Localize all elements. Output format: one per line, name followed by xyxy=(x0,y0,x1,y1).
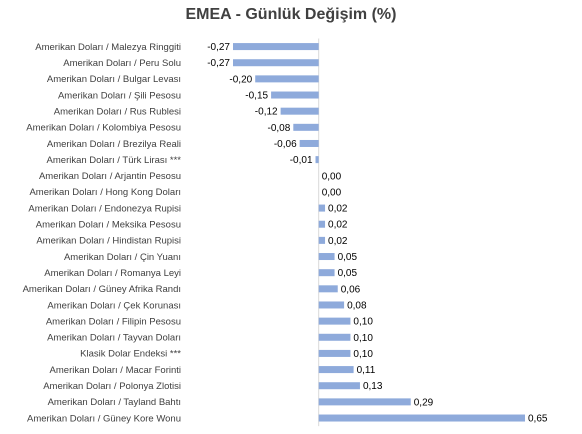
data-bar xyxy=(318,317,351,325)
category-label: Amerikan Doları / Endonezya Rupisi xyxy=(28,203,181,214)
data-label: -0,27 xyxy=(207,58,230,69)
category-label: Amerikan Doları / Türk Lirası *** xyxy=(47,155,182,166)
data-label: -0,15 xyxy=(245,91,268,102)
category-label: Amerikan Doları / Tayvan Doları xyxy=(47,333,181,344)
data-label: 0,11 xyxy=(357,365,376,376)
category-label: Amerikan Doları / Romanya Leyi xyxy=(44,268,181,279)
category-label: Amerikan Doları / Tayland Bahtı xyxy=(48,397,181,408)
data-label: 0,05 xyxy=(338,268,358,279)
data-label: -0,27 xyxy=(207,42,230,53)
data-bar xyxy=(315,156,319,164)
data-bar xyxy=(318,220,326,228)
category-label: Amerikan Doları / Rus Rublesi xyxy=(54,106,181,117)
category-label: Amerikan Doları / Polonya Zlotisi xyxy=(43,381,181,392)
chart-title: EMEA - Günlük Değişim (%) xyxy=(185,6,397,23)
data-label: -0,08 xyxy=(268,123,291,134)
data-bar xyxy=(233,59,319,67)
data-label: 0,06 xyxy=(341,284,361,295)
category-label: Amerikan Doları / Brezilya Reali xyxy=(47,139,181,150)
data-bar xyxy=(255,75,319,83)
data-label: 0,10 xyxy=(353,349,373,360)
category-label: Amerikan Doları / Filipin Pesosu xyxy=(46,316,181,327)
category-label: Amerikan Doları / Kolombiya Pesosu xyxy=(26,123,181,134)
category-label: Klasik Dolar Endeksi *** xyxy=(80,349,181,360)
data-bar xyxy=(318,269,335,277)
category-label: Amerikan Doları / Macar Forinti xyxy=(50,365,181,376)
data-label: 0,65 xyxy=(528,414,548,425)
data-bar xyxy=(318,333,351,341)
data-bar xyxy=(318,236,326,244)
category-label: Amerikan Doları / Güney Afrika Randı xyxy=(23,284,181,295)
data-label: -0,20 xyxy=(229,74,252,85)
category-label: Amerikan Doları / Hindistan Rupisi xyxy=(36,236,181,247)
data-bar xyxy=(318,301,345,309)
data-label: 0,10 xyxy=(353,317,373,328)
data-bar xyxy=(233,43,319,51)
category-label: Amerikan Doları / Çin Yuanı xyxy=(64,252,181,263)
data-label: 0,00 xyxy=(322,171,342,182)
category-label: Amerikan Doları / Malezya Ringgiti xyxy=(35,42,181,53)
category-label: Amerikan Doları / Peru Solu xyxy=(63,58,181,69)
data-label: 0,29 xyxy=(414,397,434,408)
data-bar xyxy=(318,366,354,374)
category-label: Amerikan Doları / Şili Pesosu xyxy=(58,90,181,101)
category-label: Amerikan Doları / Bulgar Levası xyxy=(47,74,181,85)
data-bar xyxy=(318,414,525,422)
data-label: -0,06 xyxy=(274,139,297,150)
category-label: Amerikan Doları / Arjantin Pesosu xyxy=(39,171,181,182)
data-bar xyxy=(318,349,351,357)
data-bar xyxy=(271,91,319,99)
data-bar xyxy=(293,123,319,131)
data-bar xyxy=(318,398,411,406)
data-bar xyxy=(318,285,338,293)
data-label: 0,10 xyxy=(353,333,373,344)
data-label: 0,00 xyxy=(322,187,342,198)
data-label: 0,13 xyxy=(363,381,383,392)
category-label: Amerikan Doları / Güney Kore Wonu xyxy=(27,413,181,424)
data-bar xyxy=(280,107,319,115)
data-label: 0,08 xyxy=(347,300,367,311)
category-label: Amerikan Doları / Hong Kong Doları xyxy=(29,187,181,198)
data-label: 0,02 xyxy=(328,204,348,215)
data-bar xyxy=(318,204,326,212)
category-label: Amerikan Doları / Çek Korunası xyxy=(47,300,181,311)
data-label: 0,05 xyxy=(338,252,358,263)
category-label: Amerikan Doları / Meksika Pesosu xyxy=(36,220,181,231)
data-bar xyxy=(299,139,319,147)
data-bar xyxy=(318,382,360,390)
data-bar xyxy=(318,253,335,261)
data-label: -0,12 xyxy=(255,107,278,118)
data-label: 0,02 xyxy=(328,220,348,231)
data-label: -0,01 xyxy=(290,155,313,166)
data-label: 0,02 xyxy=(328,236,348,247)
